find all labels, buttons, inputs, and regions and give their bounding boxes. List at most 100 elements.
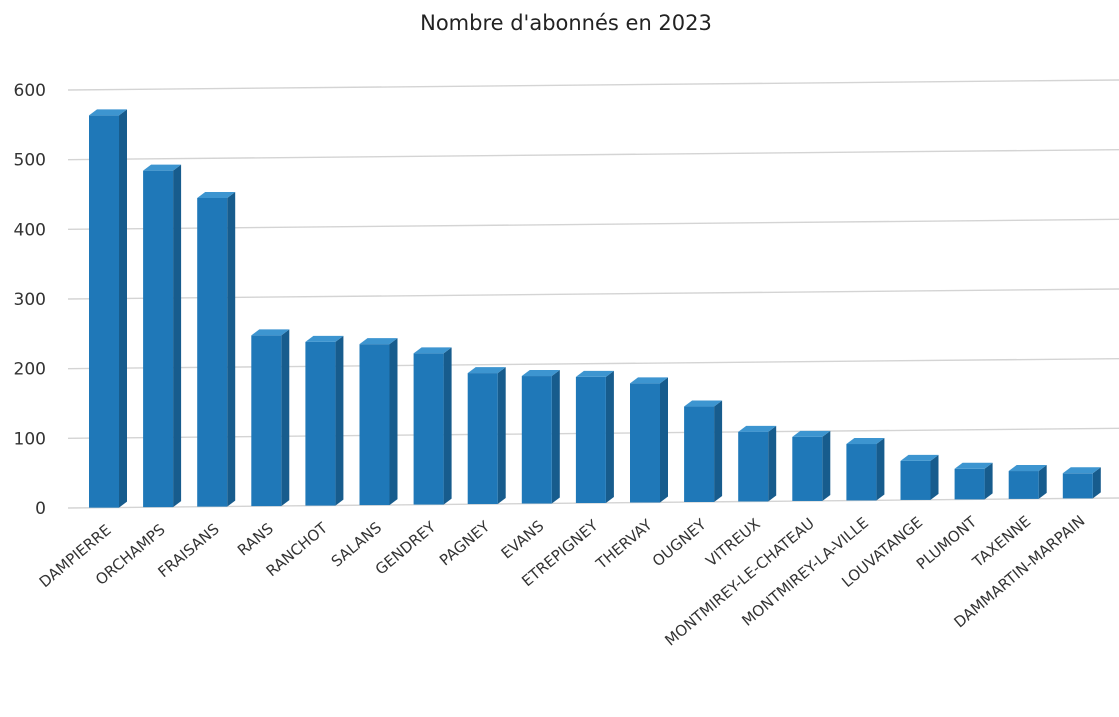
bar-top [630, 377, 668, 384]
y-axis-ticks: 0 100 200 300 400 500 600 [14, 81, 46, 519]
bar-front [1062, 473, 1093, 499]
bar-top [359, 338, 398, 345]
bar-fraisans [197, 192, 236, 507]
bar-front [89, 115, 119, 508]
bar-dammartin-marpain [1062, 467, 1101, 499]
x-tick-label: PLUMONT [913, 512, 981, 573]
x-tick-label: FRAISANS [155, 520, 223, 581]
bar-pagney [467, 367, 506, 505]
bar-gendrey [413, 347, 452, 505]
y-tick-label: 200 [14, 360, 46, 380]
bar-side [335, 335, 344, 506]
bar-top [143, 164, 182, 171]
bar-front [197, 198, 228, 507]
gridline-600 [67, 79, 1119, 91]
y-tick-label: 100 [14, 429, 46, 449]
gridline-200 [67, 357, 1119, 370]
bar-side [281, 329, 290, 507]
y-tick-label: 300 [14, 290, 46, 310]
gridlines [67, 79, 1119, 509]
bar-side [119, 109, 127, 508]
bar-front [954, 468, 985, 500]
bar-taxenne [1008, 465, 1047, 499]
gridline-300 [67, 288, 1119, 300]
bar-thervay [630, 377, 668, 503]
y-tick-label: 0 [35, 499, 46, 519]
bar-salans [359, 338, 398, 506]
bar-top [1008, 465, 1047, 472]
bar-top [792, 430, 831, 437]
bar-louvatange [900, 454, 939, 500]
bar-side [1038, 465, 1047, 499]
bar-orchamps [143, 164, 182, 508]
bar-side [822, 430, 831, 501]
x-tick-label: THERVAY [592, 515, 656, 573]
bar-front [1008, 471, 1039, 499]
bar-vitreux [738, 425, 777, 502]
bar-front [684, 406, 715, 502]
bar-top [738, 425, 777, 432]
bar-side [714, 400, 723, 502]
y-tick-label: 400 [14, 220, 46, 240]
x-tick-label: RANCHOT [263, 518, 332, 580]
x-tick-label: RANS [234, 519, 277, 559]
bar-front [792, 436, 823, 501]
bar-top [575, 370, 614, 377]
bar-rans [251, 329, 290, 507]
bar-front [143, 170, 174, 508]
bar-ranchot [305, 335, 344, 506]
bar-front [738, 431, 769, 502]
bar-montmirey-le-chateau [792, 430, 831, 501]
bar-top [413, 347, 452, 354]
bar-top [251, 329, 290, 336]
bar-front [521, 376, 552, 504]
bar-top [954, 462, 993, 469]
bar-side [1092, 467, 1101, 499]
bar-side [389, 338, 398, 506]
bar-ougney [684, 400, 723, 502]
bars [89, 109, 1101, 508]
bar-etrepigney [575, 370, 614, 504]
bar-side [173, 164, 182, 508]
bar-front [467, 373, 498, 505]
bar-front [251, 335, 282, 507]
bar-top [89, 109, 127, 116]
gridline-400 [67, 218, 1119, 231]
bar-top [900, 454, 939, 461]
bar-front [359, 344, 390, 506]
bar-front [305, 341, 336, 506]
bar-dampierre [89, 109, 127, 508]
y-tick-label: 600 [14, 81, 46, 101]
x-tick-label: PAGNEY [436, 517, 494, 570]
bar-top [846, 438, 885, 445]
x-tick-label: OUGNEY [649, 515, 710, 571]
bar-side [497, 367, 506, 505]
bar-top [684, 400, 723, 407]
bar-side [876, 438, 885, 501]
bar-front [413, 353, 444, 505]
bar-side [443, 347, 452, 505]
bar-evans [521, 370, 560, 504]
bar-side [227, 192, 236, 507]
bar-top [521, 370, 560, 377]
bar-side [930, 454, 939, 500]
chart-title: Nombre d'abonnés en 2023 [420, 11, 712, 35]
bar-side [551, 370, 560, 504]
bar-plumont [954, 462, 993, 500]
bar-top [197, 192, 236, 199]
bar-top [467, 367, 506, 374]
x-tick-label: GENDREY [372, 517, 440, 578]
x-tick-label: EVANS [498, 517, 548, 563]
bar-side [768, 425, 777, 502]
bar-front [575, 376, 606, 504]
gridline-500 [67, 148, 1119, 161]
bar-front [846, 444, 877, 501]
bar-side [660, 377, 668, 503]
bar-side [984, 462, 993, 500]
bar-top [305, 335, 344, 342]
bar-montmirey-la-ville [846, 438, 885, 501]
y-tick-label: 500 [14, 151, 46, 171]
